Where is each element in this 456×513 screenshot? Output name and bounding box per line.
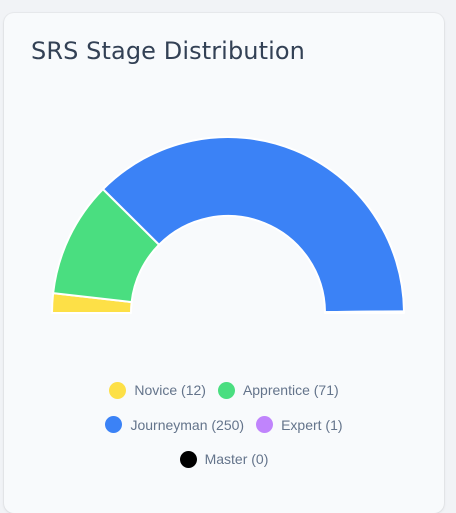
chart-slices	[51, 136, 405, 314]
legend-item-master[interactable]: Master (0)	[179, 450, 269, 468]
legend-item-expert[interactable]: Expert (1)	[256, 416, 343, 433]
legend-swatch-apprentice	[217, 381, 235, 399]
legend-row-2: Journeyman (250) Expert (1)	[4, 415, 444, 435]
slice-expert[interactable]	[323, 310, 405, 314]
legend-label-novice: Novice (12)	[134, 382, 206, 398]
legend-item-journeyman[interactable]: Journeyman (250)	[105, 416, 244, 433]
legend-label-master: Master (0)	[204, 451, 269, 467]
slice-journeyman[interactable]	[101, 136, 405, 314]
legend-label-apprentice: Apprentice (71)	[242, 382, 339, 398]
card-title: SRS Stage Distribution	[31, 37, 305, 65]
legend-swatch-master	[179, 450, 197, 468]
legend-swatch-novice	[109, 381, 127, 399]
legend-swatch-expert	[256, 416, 274, 433]
srs-distribution-card: SRS Stage Distribution Novice (12) Appre…	[4, 13, 444, 513]
legend-swatch-journeyman	[105, 416, 123, 433]
legend-row-3: Master (0)	[4, 449, 444, 469]
legend-item-apprentice[interactable]: Apprentice (71)	[217, 381, 339, 399]
legend-label-journeyman: Journeyman (250)	[130, 416, 245, 433]
legend-item-novice[interactable]: Novice (12)	[109, 381, 206, 399]
semi-donut-chart	[51, 136, 405, 314]
chart-legend: Novice (12) Apprentice (71) Journeyman (…	[4, 380, 444, 484]
legend-row-1: Novice (12) Apprentice (71)	[4, 380, 444, 400]
legend-label-expert: Expert (1)	[281, 416, 343, 433]
